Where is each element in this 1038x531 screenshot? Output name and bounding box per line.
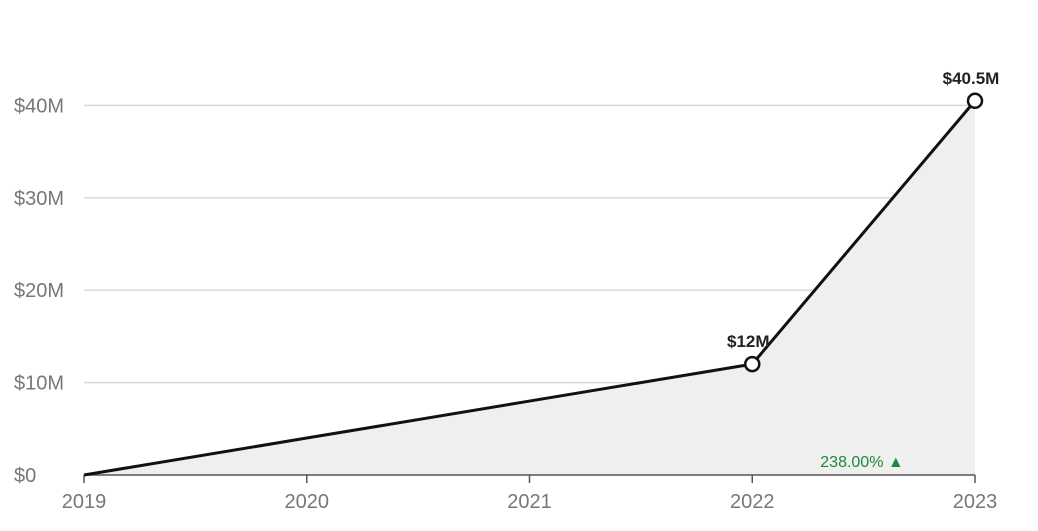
x-tick-label: 2021 — [507, 491, 552, 513]
series-line — [83, 99, 977, 477]
data-label: $12M — [727, 332, 770, 351]
labels-layer: $0 $10M $20M $30M $40M 2019 2020 2021 2022 2023 $1… — [14, 69, 999, 513]
x-axis — [83, 474, 976, 483]
area-fill-layer — [84, 100, 975, 475]
data-point-marker — [966, 92, 984, 110]
area-fill — [84, 100, 975, 475]
y-tick-label: $20M — [14, 280, 64, 302]
y-tick-label: $40M — [14, 95, 64, 117]
data-point-marker — [744, 355, 761, 373]
y-tick-label: $30M — [14, 188, 64, 210]
y-tick-label: $10M — [14, 373, 64, 395]
y-tick-label: $0 — [14, 465, 36, 487]
series-line-layer — [83, 92, 984, 477]
data-label: $40.5M — [943, 69, 1000, 88]
x-tick-label: 2023 — [953, 491, 998, 513]
x-tick-label: 2022 — [730, 491, 775, 513]
x-tick-label: 2020 — [285, 491, 330, 513]
growth-annotation: 238.00% ▲ — [820, 454, 903, 471]
x-tick-label: 2019 — [62, 491, 107, 513]
